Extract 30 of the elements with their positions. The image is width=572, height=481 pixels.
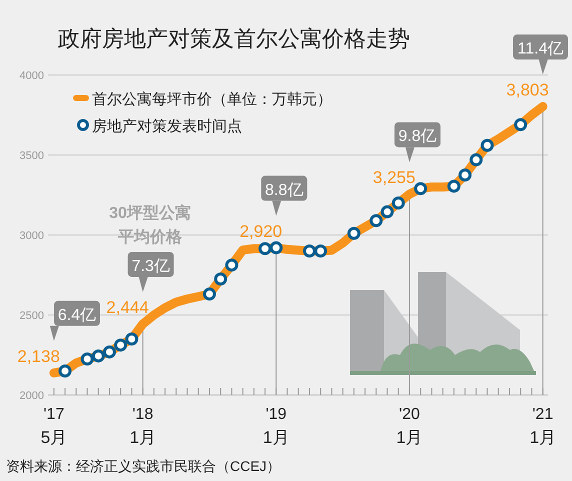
y-tick-label: 3500 — [20, 150, 44, 162]
legend-label: 房地产对策发表时间点 — [92, 118, 242, 135]
annotation: 平均价格 — [117, 228, 183, 246]
y-tick-label: 4000 — [20, 70, 44, 82]
y-tick-label: 3000 — [20, 230, 44, 242]
value-label: 2,920 — [240, 222, 282, 241]
legend-label: 首尔公寓每坪市价（单位：万韩元） — [92, 91, 332, 108]
annotation: 7.3亿 — [132, 258, 170, 275]
value-label: 2,444 — [106, 298, 149, 317]
x-tick-label: '21 1月 — [530, 406, 556, 447]
annotation: 9.8亿 — [398, 128, 437, 146]
value-label: 3,803 — [506, 80, 549, 100]
x-tick-label: '20 1月 — [396, 406, 423, 447]
x-tick-label: '17 5月 — [40, 406, 68, 447]
callout: 9.8亿 — [394, 122, 440, 162]
title: 政府房地产对策及首尔公寓价格走势 — [58, 26, 410, 51]
annotation: 8.8亿 — [265, 182, 304, 199]
annotation: 30坪型公寓 — [109, 203, 191, 222]
y-tick-label: 2000 — [20, 390, 44, 402]
callout: 11.4亿 — [513, 34, 568, 75]
callout: 8.8亿 — [261, 176, 308, 216]
value-label: 2,138 — [17, 346, 60, 366]
y-tick-label: 2500 — [20, 310, 44, 322]
x-tick-label: '18 1月 — [130, 406, 156, 447]
x-tick-label: '19 1月 — [262, 406, 290, 447]
callout: 7.3亿 — [128, 252, 174, 292]
annotation: 6.4亿 — [58, 306, 96, 324]
value-label: 3,255 — [372, 168, 416, 188]
callout: 6.4亿 — [50, 300, 100, 341]
source: 资料来源：经济正义实践市民联合（CCEJ） — [6, 458, 281, 474]
